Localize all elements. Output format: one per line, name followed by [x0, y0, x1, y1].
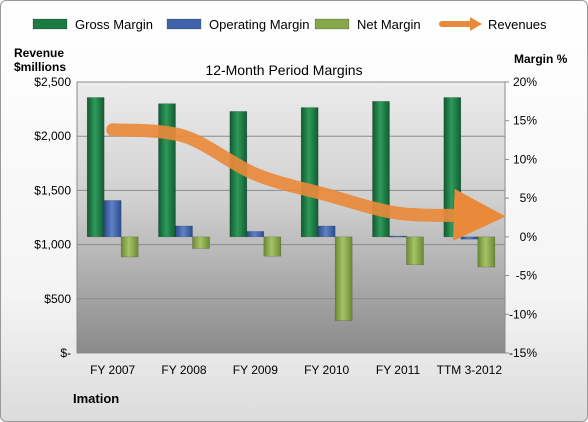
- category-label: FY 2009: [233, 363, 278, 377]
- revenue-line-group: [106, 123, 506, 241]
- operating-margin-bar: [317, 225, 336, 238]
- left-tick-label: $-: [60, 346, 71, 360]
- left-axis-label: Revenue: [14, 46, 64, 60]
- legend-item-net-margin: Net Margin: [314, 17, 421, 32]
- net-margin-bar: [120, 236, 139, 258]
- net-margin-bar: [192, 236, 210, 249]
- left-tick-label: $1,000: [34, 238, 71, 252]
- legend-label: Gross Margin: [75, 17, 153, 32]
- right-tick-label: 5%: [520, 191, 538, 205]
- legend-swatch: [32, 18, 68, 30]
- category-label: FY 2008: [161, 363, 206, 377]
- gross-margin-bar: [158, 103, 176, 238]
- left-axis-label-unit: $millions: [14, 60, 66, 74]
- right-tick-label: 10%: [513, 152, 537, 166]
- legend-label: Revenues: [488, 17, 547, 32]
- operating-margin-bar: [389, 235, 407, 238]
- category-labels: FY 2007 FY 2008 FY 2009 FY 2010 FY 2011 TTM 3…: [90, 363, 502, 377]
- left-axis-ticks: $2,500 $2,000 $1,500 $1,000 $500 $-: [34, 75, 71, 360]
- legend-label: Net Margin: [357, 17, 421, 32]
- left-tick-label: $2,000: [34, 129, 71, 143]
- right-axis-label: Margin %: [514, 52, 568, 66]
- legend-swatch: [166, 18, 202, 30]
- legend-item-operating-margin: Operating Margin: [166, 17, 309, 32]
- right-tick-label: 15%: [513, 114, 537, 128]
- legend-label: Operating Margin: [209, 17, 309, 32]
- gross-margin-bar: [300, 107, 319, 238]
- left-tick-label: $2,500: [34, 75, 71, 89]
- net-margin-bar: [334, 236, 353, 321]
- right-tick-label: -10%: [509, 307, 537, 321]
- legend-item-gross-margin: Gross Margin: [32, 17, 153, 32]
- right-tick-label: -5%: [516, 269, 538, 283]
- legend-swatch: [314, 18, 350, 30]
- revenues-line: [106, 123, 506, 241]
- left-tick-label: $500: [44, 292, 71, 306]
- legend: Gross Margin Operating Margin Net Margin Re…: [32, 17, 547, 32]
- category-label: FY 2010: [304, 363, 349, 377]
- operating-margin-bar: [460, 236, 479, 240]
- right-tick-label: -15%: [509, 346, 537, 360]
- category-label: TTM 3-2012: [437, 363, 503, 377]
- gross-margin-bar: [86, 97, 105, 238]
- net-margin-bar: [263, 236, 282, 257]
- net-margin-bar: [477, 236, 496, 268]
- right-tick-label: 0%: [520, 230, 538, 244]
- operating-margin-bar: [246, 231, 265, 238]
- net-margin-bar: [406, 236, 424, 266]
- right-tick-label: 20%: [513, 75, 537, 89]
- category-label: FY 2011: [376, 363, 421, 377]
- chart-title: 12-Month Period Margins: [205, 62, 362, 78]
- category-label: FY 2007: [90, 363, 135, 377]
- legend-arrow-icon: [470, 17, 482, 31]
- operating-margin-bar: [175, 225, 193, 238]
- left-tick-label: $1,500: [34, 183, 71, 197]
- operating-margin-bar: [103, 200, 122, 238]
- bars-group: [86, 97, 496, 321]
- right-axis-ticks: 20% 15% 10% 5% 0% -5% -10% -15%: [505, 75, 537, 360]
- company-name: Imation: [73, 391, 119, 406]
- legend-item-revenues: Revenues: [439, 17, 547, 32]
